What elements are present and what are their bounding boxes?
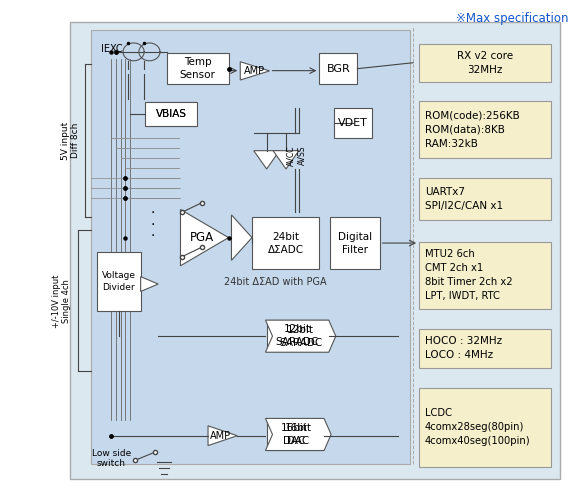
Polygon shape xyxy=(254,151,280,169)
Bar xyxy=(334,108,372,138)
Text: Low side
switch: Low side switch xyxy=(92,449,131,468)
Polygon shape xyxy=(231,215,252,260)
Text: ※Max specification: ※Max specification xyxy=(456,12,568,25)
Bar xyxy=(419,178,551,220)
Polygon shape xyxy=(273,151,299,169)
Text: Temp
Sensor: Temp Sensor xyxy=(180,57,216,80)
Text: AMP: AMP xyxy=(244,66,265,76)
Text: +/-10V input
Single 4ch: +/-10V input Single 4ch xyxy=(52,275,71,328)
Bar xyxy=(419,329,551,368)
Bar xyxy=(330,217,380,269)
Text: VBIAS: VBIAS xyxy=(156,109,187,119)
Text: VDET: VDET xyxy=(338,118,368,128)
Polygon shape xyxy=(141,277,158,291)
Text: UARTx7
SPI/I2C/CAN x1: UARTx7 SPI/I2C/CAN x1 xyxy=(425,187,503,211)
Text: RX v2 core
32MHz: RX v2 core 32MHz xyxy=(457,51,513,75)
Bar xyxy=(419,44,551,82)
Bar xyxy=(146,102,196,126)
Bar xyxy=(419,388,551,467)
Text: ROM(code):256KB
ROM(data):8KB
RAM:32kB: ROM(code):256KB ROM(data):8KB RAM:32kB xyxy=(425,111,520,149)
Bar xyxy=(145,102,197,126)
Polygon shape xyxy=(208,426,237,446)
Text: ·: · xyxy=(150,229,155,243)
Bar xyxy=(97,252,141,311)
Text: ·: · xyxy=(150,218,155,232)
Text: 16bit
DAC: 16bit DAC xyxy=(285,423,312,446)
Text: 24bit
ΔΣADC: 24bit ΔΣADC xyxy=(268,232,304,255)
Bar xyxy=(419,242,551,309)
Text: LCDC
4comx28seg(80pin)
4comx40seg(100pin): LCDC 4comx28seg(80pin) 4comx40seg(100pin… xyxy=(425,409,530,446)
Polygon shape xyxy=(265,418,331,451)
Text: Digital
Filter: Digital Filter xyxy=(338,232,372,255)
Bar xyxy=(419,101,551,158)
Bar xyxy=(319,53,357,84)
Text: 24bit ΔΣAD with PGA: 24bit ΔΣAD with PGA xyxy=(224,277,327,287)
Bar xyxy=(91,30,410,464)
Text: MTU2 6ch
CMT 2ch x1
8bit Timer 2ch x2
LPT, IWDT, RTC: MTU2 6ch CMT 2ch x1 8bit Timer 2ch x2 LP… xyxy=(425,249,513,301)
Text: 5V input
Diff 8ch: 5V input Diff 8ch xyxy=(60,122,80,160)
Text: ·: · xyxy=(150,206,155,220)
Bar xyxy=(252,217,319,269)
Bar xyxy=(70,22,560,479)
Text: 12bit
SARADC: 12bit SARADC xyxy=(276,324,319,347)
Polygon shape xyxy=(265,320,336,352)
Bar xyxy=(167,53,229,84)
Text: Voltage
Divider: Voltage Divider xyxy=(101,271,136,292)
Text: AMP: AMP xyxy=(210,431,231,441)
Text: 16bit
DAC: 16bit DAC xyxy=(281,423,308,446)
Text: VBIAS: VBIAS xyxy=(156,109,186,119)
Text: AVCC
AVSS: AVCC AVSS xyxy=(287,145,307,166)
Bar xyxy=(267,320,328,351)
Bar xyxy=(267,419,322,450)
Text: BGR: BGR xyxy=(326,64,350,74)
Text: 12bit
SARADC: 12bit SARADC xyxy=(279,325,322,348)
Text: HOCO : 32MHz
LOCO : 4MHz: HOCO : 32MHz LOCO : 4MHz xyxy=(425,336,502,360)
Polygon shape xyxy=(240,62,270,80)
Text: IEXC: IEXC xyxy=(101,44,122,54)
Text: PGA: PGA xyxy=(190,231,214,244)
Polygon shape xyxy=(180,209,229,266)
